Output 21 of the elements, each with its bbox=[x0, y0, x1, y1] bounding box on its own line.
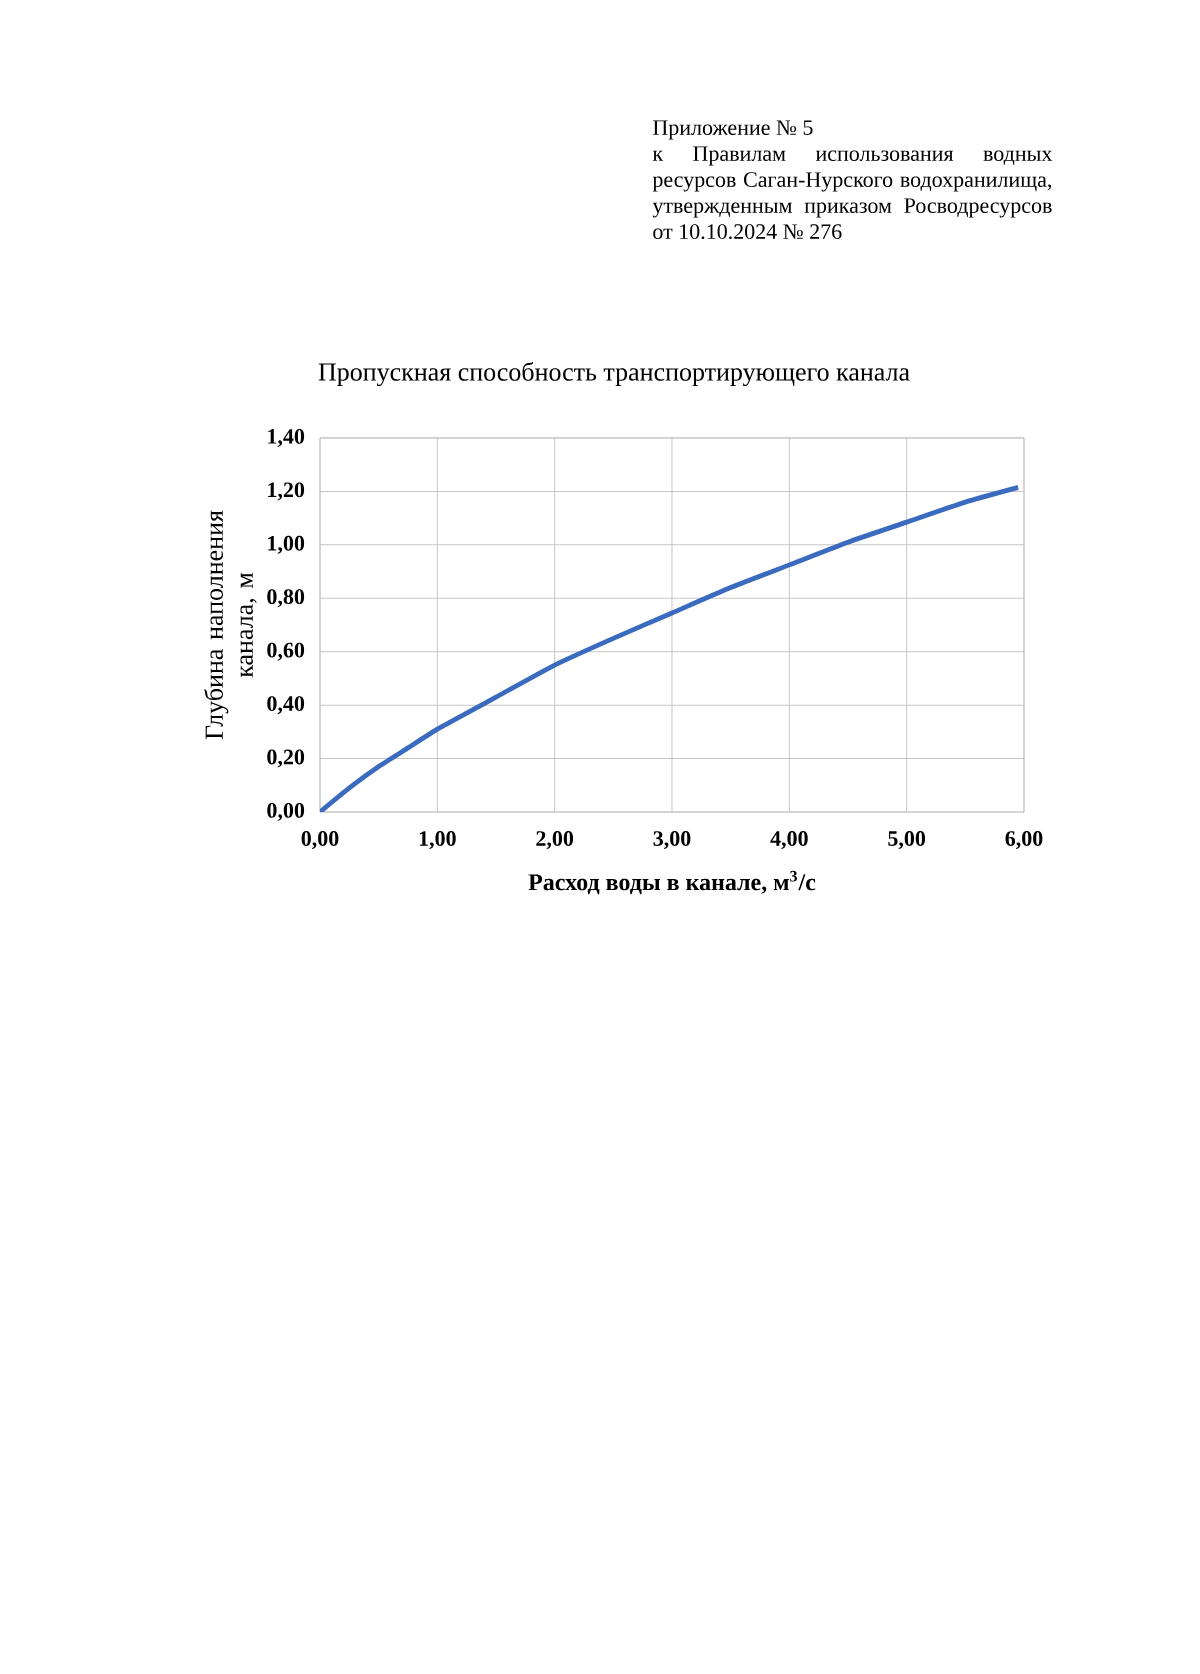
y-tick-label: 1,20 bbox=[268, 482, 305, 501]
x-axis-title: Расход воды в канале, м$^{3}$/с bbox=[528, 870, 816, 895]
text: Приложение № 5 bbox=[653, 120, 813, 140]
x-tick-label: 0,00 bbox=[301, 831, 339, 850]
y-tick-label: 0,60 bbox=[267, 642, 305, 661]
line-series bbox=[320, 485, 1021, 812]
chart-title: Пропускная способность транспортирующего канала bbox=[318, 361, 910, 387]
y-tick-label: 0,40 bbox=[267, 696, 305, 715]
y-tick-label: 0,00 bbox=[267, 802, 305, 822]
y-tick-label: 0,20 bbox=[267, 749, 305, 768]
y-tick-label: 0,80 bbox=[267, 589, 305, 608]
x-tick-label: 4,00 bbox=[770, 831, 808, 850]
x-tick-label: 1,00 bbox=[419, 831, 456, 850]
x-tick-label: 2,00 bbox=[536, 831, 574, 850]
x-tick-label: 6,00 bbox=[1005, 831, 1043, 850]
x-tick-label: 3,00 bbox=[653, 831, 691, 850]
y-tick-label: 1,40 bbox=[268, 428, 305, 448]
y-tick-label: 1,00 bbox=[268, 535, 305, 554]
y-axis-title: Глубина наполнения канала, м bbox=[204, 510, 257, 740]
x-tick-label: 5,00 bbox=[888, 831, 926, 850]
text: к Правилам использования водных ресурсов Саган-Нурского водохранилища, утвержденным приказом Росводресурсов от 10.10.2024 № 276 bbox=[652, 146, 1053, 240]
